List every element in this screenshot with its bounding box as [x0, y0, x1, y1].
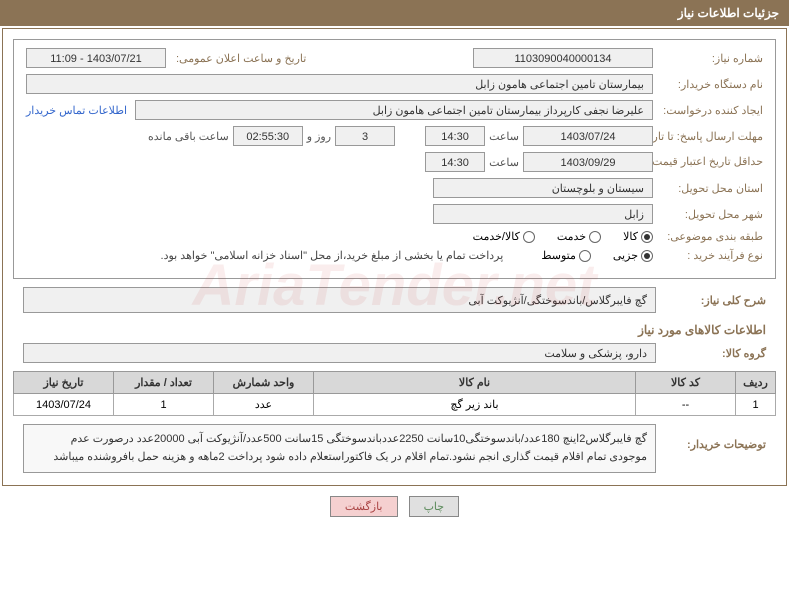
deadline-label: مهلت ارسال پاسخ: تا تاریخ: [653, 130, 763, 143]
buyer-notes-value: گچ فایبرگلاس2اینچ 180عدد/باندسوختگی10سان… [23, 424, 656, 473]
radio-kala-label: کالا [623, 230, 638, 243]
announce-value: 1403/07/21 - 11:09 [26, 48, 166, 68]
radio-medium[interactable]: متوسط [541, 249, 591, 262]
validity-hour: 14:30 [425, 152, 485, 172]
validity-label: حداقل تاریخ اعتبار قیمت: تا تاریخ: [653, 155, 763, 169]
goods-info-title: اطلاعات کالاهای مورد نیاز [7, 323, 766, 337]
panel-header: جزئیات اطلاعات نیاز [0, 0, 789, 26]
th-row: ردیف [736, 372, 776, 394]
th-name: نام کالا [314, 372, 636, 394]
city-value: زابل [433, 204, 653, 224]
radio-medium-circle [579, 250, 591, 262]
deadline-date: 1403/07/24 [523, 126, 653, 146]
th-date: تاریخ نیاز [14, 372, 114, 394]
validity-date: 1403/09/29 [523, 152, 653, 172]
radio-both-circle [523, 231, 535, 243]
table-header-row: ردیف کد کالا نام کالا واحد شمارش تعداد /… [14, 372, 776, 394]
overall-desc-label: شرح کلی نیاز: [656, 294, 766, 307]
th-unit: واحد شمارش [214, 372, 314, 394]
radio-kala[interactable]: کالا [623, 230, 653, 243]
radio-both[interactable]: کالا/خدمت [473, 230, 535, 243]
back-button[interactable]: بازگشت [330, 496, 398, 517]
need-no-value: 1103090040000134 [473, 48, 653, 68]
panel-title: جزئیات اطلاعات نیاز [678, 6, 779, 20]
category-label: طبقه بندی موضوعی: [653, 230, 763, 243]
td-name: باند زیر گچ [314, 394, 636, 416]
buyer-org-label: نام دستگاه خریدار: [653, 78, 763, 91]
td-date: 1403/07/24 [14, 394, 114, 416]
process-label: نوع فرآیند خرید : [653, 249, 763, 262]
category-radio-group: کالا خدمت کالا/خدمت [455, 230, 653, 243]
announce-label: تاریخ و ساعت اعلان عمومی: [172, 52, 306, 65]
hour-label-2: ساعت [489, 156, 519, 169]
requester-value: علیرضا نجفی کارپرداز بیمارستان تامین اجت… [135, 100, 653, 120]
buyer-notes-label: توضیحات خریدار: [656, 424, 766, 451]
contact-buyer-link[interactable]: اطلاعات تماس خریدار [26, 104, 127, 117]
radio-medium-label: متوسط [541, 249, 576, 262]
province-value: سیستان و بلوچستان [433, 178, 653, 198]
button-row: چاپ بازگشت [0, 488, 789, 525]
th-qty: تعداد / مقدار [114, 372, 214, 394]
th-code: کد کالا [636, 372, 736, 394]
td-idx: 1 [736, 394, 776, 416]
process-note: پرداخت تمام یا بخشی از مبلغ خرید،از محل … [161, 249, 504, 262]
print-button[interactable]: چاپ [409, 496, 460, 517]
remaining-label: ساعت باقی مانده [148, 130, 229, 143]
main-form-panel: شماره نیاز: 1103090040000134 تاریخ و ساع… [13, 39, 776, 279]
days-remaining: 3 [335, 126, 395, 146]
td-code: -- [636, 394, 736, 416]
radio-small-circle [641, 250, 653, 262]
td-qty: 1 [114, 394, 214, 416]
radio-small[interactable]: جزیی [613, 249, 653, 262]
group-label: گروه کالا: [656, 347, 766, 360]
outer-container: شماره نیاز: 1103090040000134 تاریخ و ساع… [2, 28, 787, 486]
goods-table: ردیف کد کالا نام کالا واحد شمارش تعداد /… [13, 371, 776, 416]
radio-both-label: کالا/خدمت [473, 230, 520, 243]
deadline-hour: 14:30 [425, 126, 485, 146]
time-remaining: 02:55:30 [233, 126, 303, 146]
city-label: شهر محل تحویل: [653, 208, 763, 221]
overall-desc-value: گچ فایبرگلاس/باندسوختگی/آنژیوکت آبی [23, 287, 656, 313]
process-radio-group: جزیی متوسط [523, 249, 653, 262]
buyer-org-value: بیمارستان تامین اجتماعی هامون زابل [26, 74, 653, 94]
radio-khedmat-label: خدمت [557, 230, 586, 243]
radio-khedmat[interactable]: خدمت [557, 230, 601, 243]
need-no-label: شماره نیاز: [653, 52, 763, 65]
radio-kala-circle [641, 231, 653, 243]
requester-label: ایجاد کننده درخواست: [653, 104, 763, 117]
td-unit: عدد [214, 394, 314, 416]
hour-label-1: ساعت [489, 130, 519, 143]
days-and-label: روز و [307, 130, 331, 143]
radio-khedmat-circle [589, 231, 601, 243]
group-value: دارو، پزشکی و سلامت [23, 343, 656, 363]
province-label: استان محل تحویل: [653, 182, 763, 195]
radio-small-label: جزیی [613, 249, 638, 262]
table-row: 1 -- باند زیر گچ عدد 1 1403/07/24 [14, 394, 776, 416]
